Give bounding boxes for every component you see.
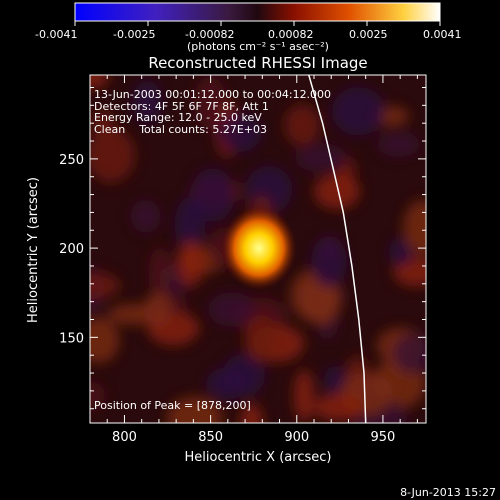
y-tick-label: 250 [59, 153, 84, 168]
annotation-block: 13-Jun-2003 00:01:12.000 to 00:04:12.000… [94, 88, 331, 136]
background-blob [166, 396, 223, 423]
background-blob [208, 292, 256, 327]
annotation-time: 13-Jun-2003 00:01:12.000 to 00:04:12.000 [94, 88, 331, 101]
background-blob [240, 403, 263, 423]
background-blob [149, 247, 172, 296]
background-blob [376, 132, 421, 157]
background-blob [90, 272, 121, 300]
background-blob [403, 200, 426, 255]
background-blob [205, 367, 247, 400]
background-blob [331, 86, 385, 136]
background-blob [190, 168, 235, 222]
annotation-counts: Clean Total counts: 5.27E+03 [94, 123, 267, 136]
background-blob [295, 143, 347, 173]
background-blob [132, 80, 163, 124]
colorbar-unit-label: (photons cm⁻² s⁻¹ asec⁻²) [187, 40, 329, 53]
background-blob [90, 75, 109, 89]
heatmap-image [90, 75, 426, 423]
background-blob [90, 381, 106, 410]
background-blob [194, 76, 227, 129]
background-blob [323, 365, 347, 396]
x-tick-label: 800 [112, 430, 137, 445]
background-blob [143, 291, 173, 329]
y-tick-label: 200 [59, 242, 84, 257]
colorbar-ticks [74, 21, 441, 26]
peak-source [220, 206, 297, 291]
solar-limb-curve [308, 75, 367, 423]
colorbar-tick-label: 0.0025 [349, 28, 388, 41]
background-blob [176, 240, 205, 287]
annotation-energy: Energy Range: 12.0 - 25.0 keV [94, 111, 262, 124]
colorbar-tick-label: 0.00082 [268, 28, 314, 41]
background-blob [313, 173, 360, 210]
colorbar-tick-label: -0.0025 [113, 28, 155, 41]
chart-title: Reconstructed RHESSI Image [148, 54, 367, 72]
background-blob [284, 104, 321, 146]
y-axis-label: Heliocentric Y (arcsec) [26, 177, 41, 323]
axis-ticks [90, 75, 426, 423]
background-blob [90, 127, 136, 183]
footer-date: 8-Jun-2013 15:27 [400, 486, 496, 499]
y-tick-label: 150 [59, 331, 84, 346]
annotation-detectors: Detectors: 4F 5F 6F 7F 8F, Att 1 [94, 100, 269, 113]
colorbar-tick-label: -0.00082 [185, 28, 234, 41]
x-axis-label: Heliocentric X (arcsec) [185, 450, 332, 465]
background-blob [293, 369, 315, 423]
background-blob [391, 333, 426, 375]
background-blob [311, 235, 348, 288]
colorbar-gradient [74, 2, 441, 22]
background-blob [313, 393, 363, 422]
background-blob [243, 314, 277, 363]
background-blob [90, 317, 120, 364]
plot-frame [89, 74, 427, 424]
colorbar-tick-label: -0.0041 [35, 28, 77, 41]
peak-position-label: Position of Peak = [878,200] [94, 399, 251, 412]
x-tick-label: 900 [284, 430, 309, 445]
colorbar: -0.0041 -0.0025 -0.00082 0.00082 0.0025 … [35, 2, 462, 53]
x-tick-label: 950 [371, 430, 396, 445]
background-blob [218, 113, 263, 153]
x-tick-label: 850 [198, 430, 223, 445]
background-blob [388, 238, 414, 266]
background-blob [130, 199, 161, 233]
colorbar-tick-label: 0.0041 [423, 28, 462, 41]
tick-labels: 800 850 900 950 150 200 250 [59, 153, 395, 445]
